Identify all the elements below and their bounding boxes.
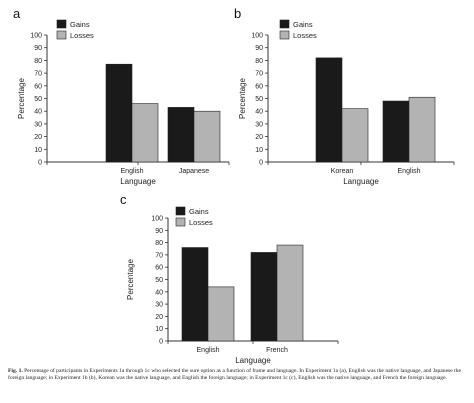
x-tick-label: English <box>197 347 220 354</box>
y-tick-label: 80 <box>255 58 263 65</box>
bar-losses-japanese <box>193 110 221 163</box>
y-tick-label: 30 <box>255 121 263 128</box>
y-tick-label: 70 <box>155 252 163 259</box>
y-tick-label: 10 <box>155 326 163 333</box>
legend-label: Gains <box>70 20 90 29</box>
y-tick-label: 0 <box>38 160 42 167</box>
bar-gains-japanese <box>167 107 195 163</box>
legend-label: Losses <box>293 31 317 40</box>
y-tick-label: 100 <box>251 33 263 40</box>
y-tick-label: 20 <box>255 134 263 141</box>
y-tick-label: 80 <box>155 240 163 247</box>
y-tick-label: 10 <box>255 147 263 154</box>
legend-label: Gains <box>293 20 313 29</box>
panel-label: b <box>234 6 241 21</box>
x-axis-label: Language <box>120 177 156 186</box>
y-tick-label: 60 <box>255 83 263 90</box>
bar-losses-english <box>408 96 436 163</box>
bar-gains-english <box>382 100 410 163</box>
x-tick-label: Korean <box>331 168 354 175</box>
y-tick-label: 90 <box>255 45 263 52</box>
legend-swatch <box>175 206 186 216</box>
bar-gains-korean <box>315 57 343 163</box>
y-axis-label: Percentage <box>238 77 247 118</box>
y-tick-label: 0 <box>259 160 263 167</box>
y-tick-label: 60 <box>34 83 42 90</box>
panel-label: c <box>120 192 127 207</box>
charts-canvas: a0102030405060708090100PercentageEnglish… <box>13 6 455 365</box>
bar-losses-french <box>276 244 304 342</box>
x-tick-label: English <box>398 168 421 175</box>
y-axis-label: Percentage <box>17 77 26 118</box>
x-tick-label: French <box>266 347 288 354</box>
y-tick-label: 70 <box>255 71 263 78</box>
caption-text: Percentage of participants in Experiment… <box>8 368 461 382</box>
bar-losses-english <box>131 103 159 163</box>
panel-label: a <box>13 6 21 21</box>
legend-swatch <box>175 217 186 227</box>
bar-gains-french <box>250 252 278 342</box>
y-tick-label: 50 <box>34 96 42 103</box>
legend-swatch <box>279 19 290 29</box>
x-tick-label: Japanese <box>179 168 209 175</box>
bar-gains-english <box>181 247 209 342</box>
y-tick-label: 100 <box>30 33 42 40</box>
y-tick-label: 0 <box>159 339 163 346</box>
y-tick-label: 80 <box>34 58 42 65</box>
x-axis-label: Language <box>343 177 379 186</box>
legend-label: Losses <box>189 218 213 227</box>
legend-label: Losses <box>70 31 94 40</box>
y-tick-label: 40 <box>255 109 263 116</box>
y-tick-label: 50 <box>255 96 263 103</box>
y-axis-label: Percentage <box>126 258 135 299</box>
y-tick-label: 100 <box>151 216 163 223</box>
y-tick-label: 90 <box>155 228 163 235</box>
y-tick-label: 30 <box>34 121 42 128</box>
bar-losses-korean <box>341 108 369 163</box>
figure-caption: Fig. 1. Percentage of participants in Ex… <box>8 368 466 382</box>
legend-swatch <box>56 30 67 40</box>
y-tick-label: 30 <box>155 302 163 309</box>
x-tick-label: English <box>121 168 144 175</box>
y-tick-label: 20 <box>34 134 42 141</box>
y-tick-label: 70 <box>34 71 42 78</box>
y-tick-label: 40 <box>155 289 163 296</box>
y-tick-label: 90 <box>34 45 42 52</box>
y-tick-label: 10 <box>34 147 42 154</box>
bar-gains-english <box>105 63 133 163</box>
y-tick-label: 40 <box>34 109 42 116</box>
y-tick-label: 20 <box>155 314 163 321</box>
y-tick-label: 60 <box>155 265 163 272</box>
caption-prefix: Fig. 1. <box>8 368 23 374</box>
bar-losses-english <box>207 286 235 342</box>
x-axis-label: Language <box>235 356 271 365</box>
legend-swatch <box>279 30 290 40</box>
y-tick-label: 50 <box>155 277 163 284</box>
legend-swatch <box>56 19 67 29</box>
legend-label: Gains <box>189 207 209 216</box>
